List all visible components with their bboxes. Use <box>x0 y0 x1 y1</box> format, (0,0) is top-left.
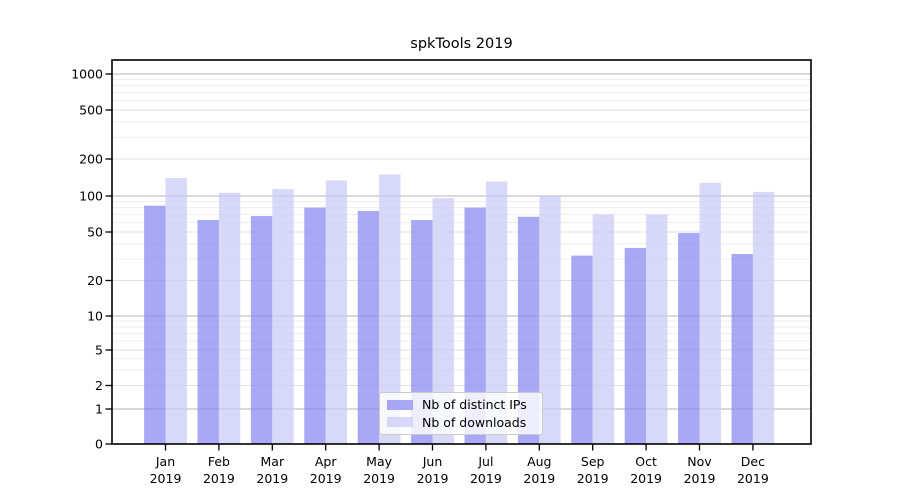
x-tick-label: 2019 <box>363 471 395 486</box>
y-tick-label: 100 <box>79 189 103 204</box>
bar-distinct-ips-aug <box>517 216 540 444</box>
bar-downloads-apr <box>325 180 348 444</box>
bar-downloads-jan <box>165 178 187 445</box>
bar-downloads-oct <box>646 214 668 444</box>
x-tick-label: 2019 <box>577 471 609 486</box>
y-tick-label: 50 <box>87 225 103 240</box>
legend-swatch-downloads <box>387 417 413 428</box>
bar-distinct-ips-may <box>357 210 380 444</box>
bar-distinct-ips-nov <box>678 233 700 444</box>
y-tick-label: 20 <box>87 273 103 288</box>
y-tick-label: 5 <box>95 343 103 358</box>
bar-distinct-ips-sep <box>571 255 593 444</box>
x-tick-label: 2019 <box>417 471 449 486</box>
bar-distinct-ips-feb <box>197 219 219 444</box>
bar-distinct-ips-jan <box>144 205 166 444</box>
y-tick-label: 1000 <box>71 67 103 82</box>
bar-downloads-mar <box>272 189 294 444</box>
legend-swatch-distinct-ips <box>387 399 413 410</box>
chart-title: spkTools 2019 <box>410 36 513 52</box>
plot-border <box>111 59 812 445</box>
x-tick-label: Apr <box>315 454 337 469</box>
bar-distinct-ips-dec <box>731 253 753 444</box>
y-tick-label: 1 <box>95 402 103 417</box>
x-tick-label: 2019 <box>737 471 769 486</box>
legend-label: Nb of distinct IPs <box>422 397 527 413</box>
y-tick-label: 0 <box>95 437 103 452</box>
x-tick-label: 2019 <box>684 471 716 486</box>
x-tick-label: 2019 <box>523 471 555 486</box>
legend-label: Nb of downloads <box>422 414 527 430</box>
x-tick-label: Jun <box>422 454 443 469</box>
x-tick-label: 2019 <box>150 471 182 486</box>
y-tick-label: 10 <box>87 309 103 324</box>
legend-item: Nb of downloads <box>387 415 535 430</box>
x-tick-label: May <box>366 454 392 469</box>
bar-downloads-sep <box>592 214 615 444</box>
x-tick-label: Sep <box>581 454 605 469</box>
bar-downloads-nov <box>699 182 721 444</box>
y-tick-label: 2 <box>95 378 103 393</box>
legend: Nb of distinct IPs Nb of downloads <box>379 392 543 435</box>
x-tick-label: Jul <box>477 454 493 469</box>
bar-downloads-feb <box>218 192 241 444</box>
x-tick-label: Aug <box>527 454 551 469</box>
x-tick-label: 2019 <box>470 471 502 486</box>
bar-distinct-ips-oct <box>624 247 647 444</box>
bar-distinct-ips-jul <box>464 207 486 444</box>
x-tick-label: Feb <box>208 454 230 469</box>
bar-distinct-ips-jun <box>411 219 433 444</box>
bar-downloads-jun <box>432 198 454 444</box>
bar-downloads-dec <box>752 191 775 444</box>
x-tick-label: Mar <box>261 454 285 469</box>
bar-distinct-ips-mar <box>250 216 273 444</box>
y-tick-label: 500 <box>79 103 103 118</box>
bar-distinct-ips-apr <box>304 207 326 444</box>
x-tick-label: Nov <box>687 454 712 469</box>
bar-downloads-jul <box>485 181 508 444</box>
x-tick-label: Dec <box>741 454 765 469</box>
x-tick-label: 2019 <box>203 471 235 486</box>
y-tick-label: 200 <box>79 152 103 167</box>
bar-downloads-may <box>379 174 401 444</box>
legend-item: Nb of distinct IPs <box>387 397 535 412</box>
bar-downloads-aug <box>539 196 561 444</box>
x-tick-label: Jan <box>155 454 175 469</box>
x-tick-label: 2019 <box>310 471 342 486</box>
x-tick-label: 2019 <box>630 471 662 486</box>
x-tick-label: Oct <box>635 454 657 469</box>
x-tick-label: 2019 <box>256 471 288 486</box>
